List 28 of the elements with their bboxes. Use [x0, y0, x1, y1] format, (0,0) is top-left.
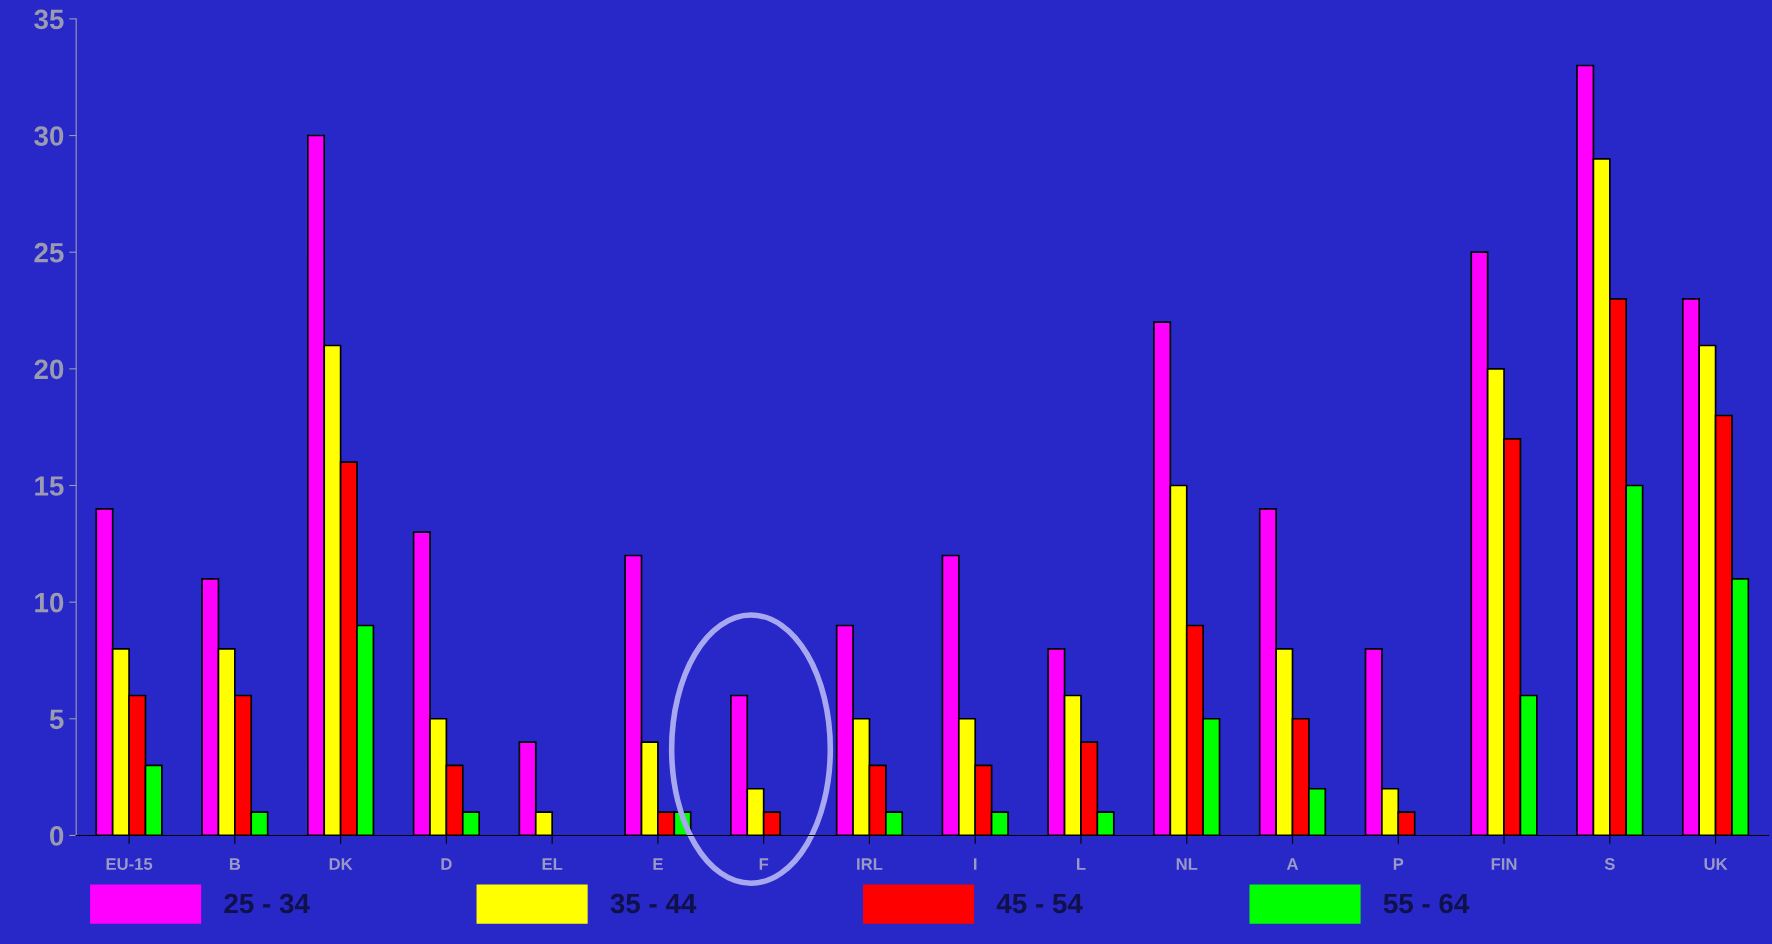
legend-label: 55 - 64	[1383, 893, 1470, 914]
x-tick-label: DK	[329, 858, 353, 870]
y-tick-label: 5	[49, 709, 64, 730]
legend-label: 45 - 54	[996, 893, 1083, 914]
legend-label: 35 - 44	[610, 893, 697, 914]
y-tick-label: 15	[35, 476, 64, 496]
x-tick-label: B	[229, 858, 241, 870]
x-tick-label: A	[1286, 858, 1299, 870]
x-tick-label: EU-15	[106, 858, 153, 870]
legend-label: 25 - 34	[224, 893, 310, 914]
y-tick-label: 25	[34, 242, 64, 263]
y-tick-label: 10	[35, 592, 64, 613]
x-tick-label: I	[974, 858, 977, 870]
x-tick-label: F	[759, 858, 769, 870]
x-tick-label: FIN	[1491, 858, 1517, 870]
y-tick-label: 30	[34, 126, 64, 146]
x-tick-label: EL	[542, 858, 563, 870]
x-tick-label: D	[441, 858, 452, 870]
y-tick-label: 35	[34, 9, 64, 30]
x-tick-label: E	[653, 858, 663, 870]
x-tick-label: L	[1077, 858, 1086, 870]
y-tick-label: 0	[50, 826, 64, 846]
x-tick-label: S	[1604, 858, 1615, 870]
x-tick-label: P	[1393, 858, 1404, 870]
x-tick-label: IRL	[857, 858, 883, 870]
y-tick-label: 20	[34, 359, 64, 380]
x-tick-label: UK	[1704, 858, 1728, 870]
x-tick-label: NL	[1176, 858, 1198, 870]
